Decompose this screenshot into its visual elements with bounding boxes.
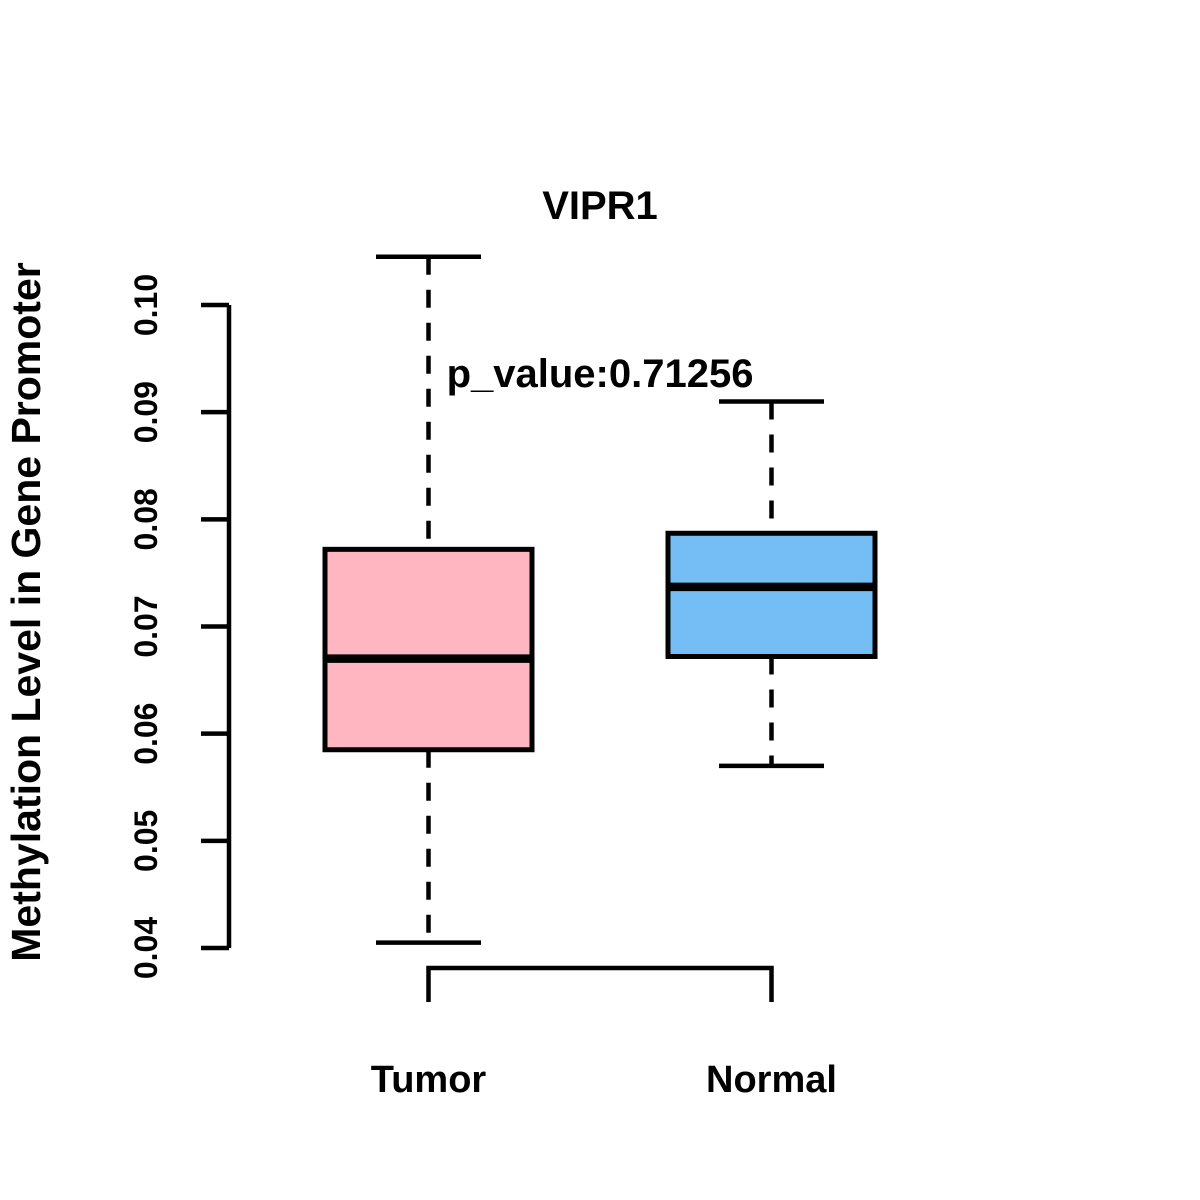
x-axis-bracket — [426, 965, 774, 1002]
x-axis-label-tumor: Tumor — [371, 1059, 487, 1101]
y-tick-label: 0.10 — [128, 274, 164, 336]
y-tick-label: 0.08 — [128, 488, 164, 550]
chart-title: VIPR1 — [542, 184, 658, 228]
y-tick-label: 0.05 — [128, 810, 164, 872]
y-tick-label: 0.09 — [128, 381, 164, 443]
chart-pvalue-subtitle: p_value:0.71256 — [446, 352, 754, 396]
x-axis-label-normal: Normal — [706, 1059, 837, 1101]
y-tick-label: 0.06 — [128, 703, 164, 765]
y-axis-title: Methylation Level in Gene Promoter — [3, 262, 49, 961]
iqr-box-tumor — [322, 546, 535, 753]
iqr-box-normal — [665, 530, 878, 660]
y-tick-label: 0.07 — [128, 595, 164, 657]
y-tick-label: 0.04 — [128, 917, 164, 979]
title-block: VIPR1 p_value:0.71256 — [0, 66, 1200, 514]
